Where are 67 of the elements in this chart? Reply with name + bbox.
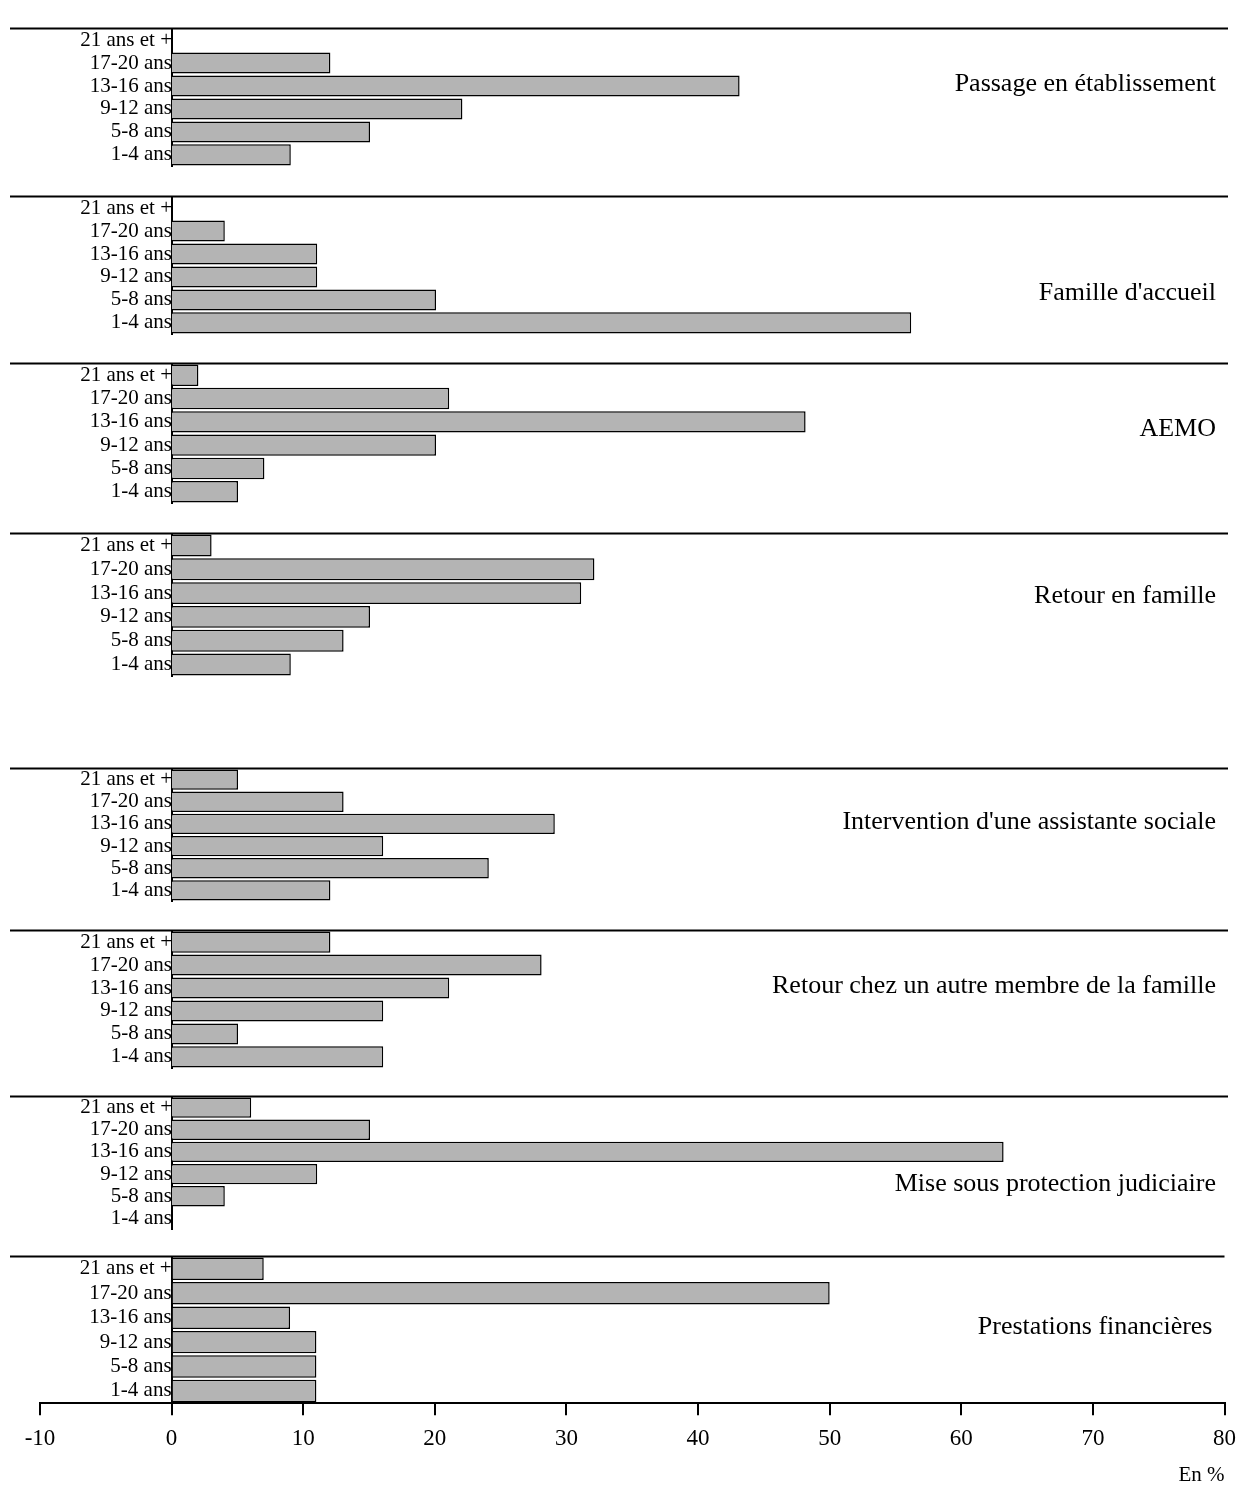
text: Intervention d'une assistante sociale — [842, 805, 1216, 835]
y-tick-label: 13-16 ans — [89, 240, 172, 265]
y-tick-label: 1-4 ans — [110, 309, 172, 334]
y-tick-label: 17-20 ans — [89, 951, 172, 976]
y-tick-label: 1-4 ans — [110, 1043, 172, 1068]
y-tick-label: 21 ans et + — [80, 532, 172, 557]
y-tick-label: 9-12 ans — [100, 95, 172, 120]
text: Passage en établissement — [954, 67, 1217, 97]
y-tick-label: 9-12 ans — [100, 1160, 172, 1185]
y-tick-label: 21 ans et + — [79, 1255, 172, 1280]
y-tick-label: 13-16 ans — [89, 72, 172, 97]
x-tick-label: 50 — [818, 1425, 842, 1451]
y-tick-label: 17-20 ans — [89, 1279, 172, 1304]
y-tick-label: 17-20 ans — [89, 49, 172, 74]
y-tick-label: 17-20 ans — [89, 555, 172, 580]
y-tick-label: 13-16 ans — [89, 810, 172, 835]
y-tick-label: 13-16 ans — [89, 579, 172, 604]
y-tick-label: 1-4 ans — [110, 141, 172, 166]
y-tick-label: 1-4 ans — [110, 1377, 172, 1402]
y-tick-label: 1-4 ans — [110, 876, 172, 901]
x-tick-label: 40 — [686, 1425, 710, 1451]
x-tick-label: 10 — [291, 1425, 315, 1451]
y-tick-label: 21 ans et + — [80, 361, 172, 386]
y-tick-label: 5-8 ans — [110, 1020, 172, 1045]
text: Retour en famille — [1034, 580, 1216, 610]
y-tick-label: 17-20 ans — [89, 385, 172, 410]
x-tick-label: -10 — [24, 1425, 56, 1451]
y-tick-label: 5-8 ans — [110, 627, 172, 652]
text: Prestations financières — [977, 1310, 1213, 1340]
y-tick-label: 5-8 ans — [110, 1353, 172, 1378]
y-tick-label: 21 ans et + — [80, 26, 172, 51]
text: Retour chez un autre membre de la famille — [772, 969, 1216, 999]
y-tick-label: 9-12 ans — [100, 997, 172, 1022]
y-tick-label: 21 ans et + — [80, 1094, 172, 1119]
y-tick-label: 1-4 ans — [110, 651, 172, 676]
y-tick-label: 9-12 ans — [100, 832, 172, 857]
x-tick-label: 30 — [554, 1425, 578, 1451]
y-tick-label: 13-16 ans — [89, 974, 172, 999]
y-tick-label: 13-16 ans — [89, 408, 172, 433]
y-tick-label: 5-8 ans — [110, 286, 172, 311]
y-tick-label: 21 ans et + — [80, 194, 172, 219]
y-tick-label: 1-4 ans — [110, 478, 172, 503]
x-axis-title: En % — [1178, 1461, 1225, 1486]
text: Famille d'accueil — [1038, 276, 1216, 306]
x-tick-label: 20 — [423, 1425, 447, 1451]
y-tick-label: 17-20 ans — [89, 788, 172, 813]
y-tick-label: 9-12 ans — [100, 431, 172, 456]
x-tick-label: 60 — [949, 1425, 973, 1451]
y-tick-label: 17-20 ans — [89, 1116, 172, 1141]
y-tick-label: 9-12 ans — [100, 603, 172, 628]
y-tick-label: 13-16 ans — [89, 1304, 172, 1329]
y-tick-label: 5-8 ans — [110, 454, 172, 479]
y-tick-label: 5-8 ans — [110, 1182, 172, 1207]
y-tick-label: 21 ans et + — [80, 766, 172, 791]
x-tick-label: 80 — [1213, 1425, 1236, 1451]
y-tick-label: 13-16 ans — [89, 1138, 172, 1163]
y-tick-label: 9-12 ans — [100, 263, 172, 288]
y-tick-label: 21 ans et + — [80, 928, 172, 953]
y-tick-label: 9-12 ans — [99, 1328, 172, 1353]
y-tick-label: 5-8 ans — [110, 854, 172, 879]
x-tick-label: 70 — [1081, 1425, 1105, 1451]
y-tick-label: 17-20 ans — [89, 217, 172, 242]
text: Mise sous protection judiciaire — [894, 1168, 1216, 1198]
x-tick-label: 0 — [165, 1425, 178, 1451]
y-tick-label: 1-4 ans — [110, 1204, 172, 1229]
y-tick-label: 5-8 ans — [110, 118, 172, 143]
text: AEMO — [1139, 413, 1216, 443]
